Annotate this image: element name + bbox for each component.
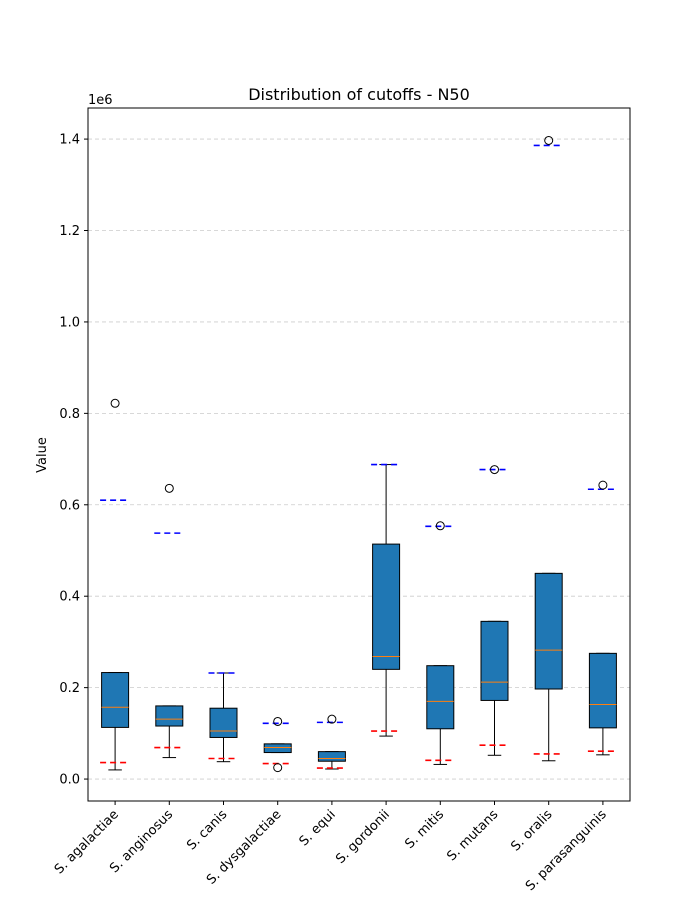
outlier-point	[598, 480, 608, 490]
x-tick-label: S. equi	[297, 807, 339, 849]
box	[588, 652, 617, 729]
outlier-point	[273, 763, 283, 773]
y-tick-label: 1.4	[59, 133, 80, 148]
x-tick-label: S. mutans	[444, 807, 501, 864]
outlier-point	[544, 135, 554, 145]
box-group	[587, 480, 618, 756]
box	[480, 620, 509, 701]
outlier-point	[110, 398, 120, 408]
x-tick-label: S. oralis	[508, 807, 555, 854]
y-tick-label: 1.2	[59, 224, 80, 239]
outlier-point	[164, 483, 174, 493]
box	[209, 707, 238, 738]
outlier-point	[490, 465, 499, 475]
outlier-point	[435, 521, 445, 531]
outlier-point	[327, 714, 337, 724]
y-tick-label: 0.0	[59, 773, 80, 788]
box	[155, 705, 184, 727]
y-tick-label: 1.0	[59, 315, 80, 330]
box-group	[425, 521, 456, 765]
box-group	[100, 398, 131, 771]
x-tick-label: S. gordonii	[333, 807, 393, 867]
y-axis-multiplier: 1e6	[88, 93, 113, 108]
x-tick-label: S. mitis	[402, 807, 447, 852]
y-tick-label: 0.6	[59, 498, 80, 513]
box	[426, 665, 455, 730]
box	[263, 743, 292, 754]
plot-area-frame	[87, 107, 631, 802]
y-tick-label: 0.2	[59, 681, 80, 696]
box-group	[262, 716, 293, 773]
box	[372, 543, 401, 670]
outlier-point	[273, 716, 283, 726]
box-group	[533, 135, 564, 762]
box	[534, 572, 563, 690]
chart-title: Distribution of cutoffs - N50	[248, 85, 470, 104]
x-tick-label: S. canis	[184, 807, 230, 853]
box-group	[154, 483, 185, 759]
y-axis-label: Value	[35, 437, 50, 473]
box	[317, 751, 346, 762]
box-series	[100, 135, 618, 773]
box-group	[479, 465, 510, 756]
box	[101, 672, 130, 728]
box-group	[371, 463, 402, 737]
y-tick-label: 0.4	[59, 590, 80, 605]
box-group	[208, 672, 239, 763]
y-axis-ticks: 0.0 0.2 0.4 0.6 0.8 1.0 1.2 1.4	[59, 133, 88, 788]
y-tick-label: 0.8	[59, 407, 80, 422]
box-group	[316, 714, 347, 770]
